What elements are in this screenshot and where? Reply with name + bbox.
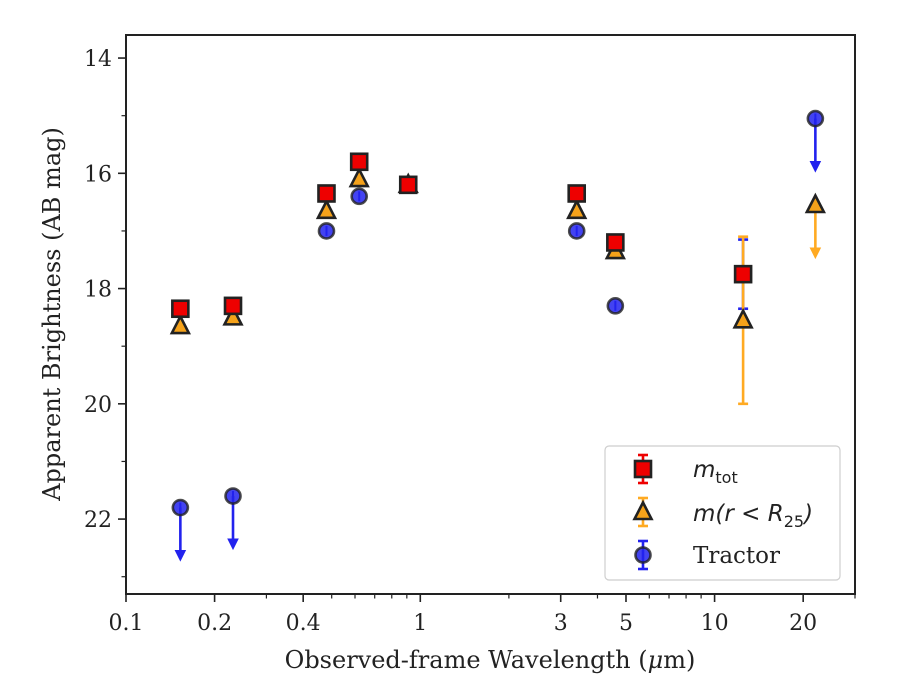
data-point-mtot [349, 152, 369, 172]
legend-label-tractor: Tractor [693, 543, 780, 569]
x-tick-label: 5 [619, 611, 633, 636]
x-axis: 0.1 0.2 0.4 1 3 5 10 20 [109, 594, 856, 636]
y-tick-label: 14 [84, 47, 112, 72]
data-point-mtot [606, 233, 625, 252]
x-axis-label: Observed-frame Wavelength (μm) [285, 646, 696, 674]
legend-item-tractor: Tractor [634, 539, 780, 571]
legend-label-mtot: mtot [693, 457, 738, 487]
y-tick-label: 20 [84, 393, 112, 418]
legend-item-mtot: mtot [633, 453, 738, 487]
legend-symbol-mr25 [632, 499, 654, 521]
legend-box [604, 445, 841, 581]
x-tick-label: 10 [701, 611, 729, 636]
x-tick-label: 20 [789, 611, 817, 636]
data-point-mr25 [804, 192, 826, 214]
legend-item-mr25: m(r < R25) [632, 496, 813, 531]
y-tick-label: 16 [84, 162, 112, 187]
upper-limit-arrow-head [809, 161, 822, 173]
plot-area [169, 109, 826, 562]
x-axis-label-mu: μ [648, 646, 664, 674]
x-tick-label: 3 [554, 611, 568, 636]
data-point-mtot [171, 299, 190, 319]
y-tick-label: 18 [84, 278, 112, 303]
series-mtot [171, 152, 753, 319]
legend: mtot m(r < R25) Tractor [604, 445, 841, 581]
x-tick-label: 0.1 [109, 611, 144, 636]
data-point-mr25 [732, 307, 754, 329]
data-point-mr25 [348, 166, 370, 188]
data-point-mr25 [222, 305, 244, 326]
legend-symbol-mtot [633, 459, 653, 479]
y-axis-label: Apparent Brightness (AB mag) [38, 127, 66, 502]
data-point-mtot [567, 184, 587, 203]
upper-limit-arrow-head [809, 247, 822, 260]
y-axis: 14 16 18 20 22 [84, 47, 126, 578]
data-point-mr25 [169, 313, 191, 335]
x-tick-label: 0.4 [286, 611, 321, 636]
upper-limit-arrow-head [174, 550, 187, 562]
data-point-mr25 [566, 198, 588, 220]
x-tick-label: 1 [413, 611, 427, 636]
data-point-mtot [733, 264, 753, 284]
upper-limit-arrow-head [227, 538, 239, 551]
legend-label-mr25: m(r < R25) [693, 501, 813, 531]
legend-symbol-tractor [634, 546, 652, 564]
x-tick-label: 0.2 [197, 611, 232, 636]
data-point-mtot [223, 296, 243, 316]
data-point-mr25 [315, 198, 338, 220]
legend-marker-tractor [634, 539, 652, 571]
y-tick-label: 22 [84, 508, 112, 533]
data-point-mtot [398, 175, 418, 195]
legend-marker-mr25 [632, 496, 654, 528]
legend-marker-mtot [633, 453, 653, 485]
data-point-mtot [317, 184, 336, 203]
